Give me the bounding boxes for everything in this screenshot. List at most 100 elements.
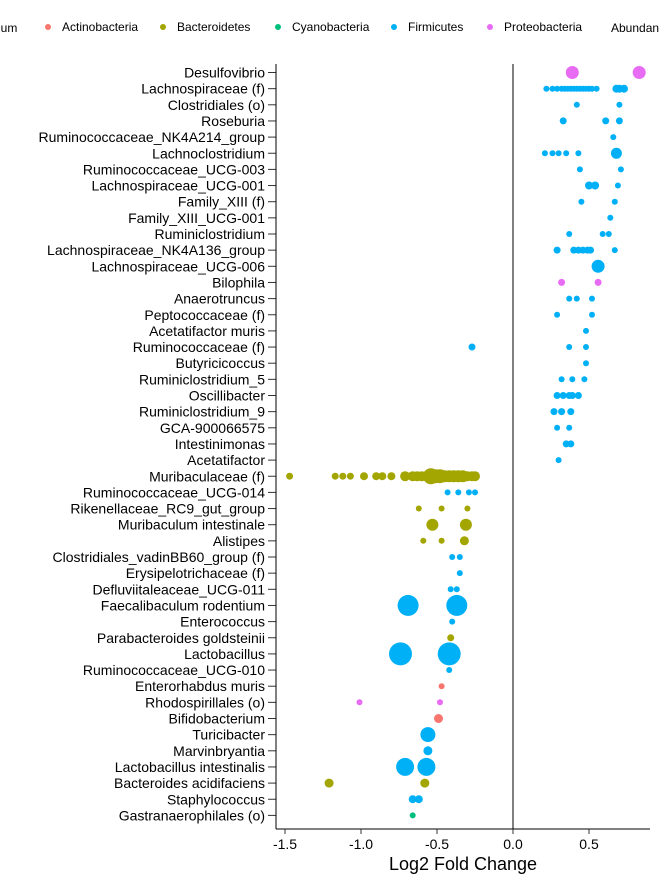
data-point xyxy=(602,117,610,125)
y-tick-label: Ruminococcaceae_NK4A214_group xyxy=(39,129,266,145)
data-point xyxy=(611,198,618,205)
legend-label: Proteobacteria xyxy=(504,20,582,34)
y-tick-label: Rikenellaceae_RC9_gut_group xyxy=(70,501,265,517)
y-tick-label: Lachnospiraceae_UCG-006 xyxy=(91,258,265,274)
y-tick-label: Alistipes xyxy=(213,533,265,549)
legend-swatch xyxy=(391,24,397,30)
data-point xyxy=(543,85,550,92)
data-point xyxy=(456,570,463,577)
data-point xyxy=(605,231,612,237)
data-point xyxy=(563,150,570,157)
data-point xyxy=(591,181,600,190)
legend-label: Cyanobacteria xyxy=(292,20,370,34)
data-point xyxy=(554,311,561,318)
x-axis-title: Log2 Fold Change xyxy=(389,854,537,874)
y-tick-label: Ruminococcaceae_UCG-014 xyxy=(83,484,265,500)
data-point xyxy=(559,392,567,399)
data-point xyxy=(459,518,472,531)
data-point xyxy=(559,117,567,125)
data-point xyxy=(470,471,480,482)
legend: ylum Actinobacteria Bacteroidetes Cyanobact… xyxy=(0,20,659,35)
x-tick-label: 0.0 xyxy=(503,836,523,852)
data-point xyxy=(447,586,454,593)
y-tick-label: Family_XIII (f) xyxy=(178,194,265,210)
y-tick-label: Lachnospiraceae (f) xyxy=(141,81,265,97)
data-point xyxy=(567,408,575,416)
data-point xyxy=(553,392,561,399)
y-tick-label: Intestinimonas xyxy=(175,436,265,452)
data-point xyxy=(554,424,561,431)
legend-label: Bacteroidetes xyxy=(177,20,250,34)
data-point xyxy=(414,795,423,804)
y-tick-label: Faecalibaculum rodentium xyxy=(101,597,265,613)
data-point xyxy=(566,231,573,237)
data-point xyxy=(331,472,339,480)
x-tick-label: -1.0 xyxy=(349,836,373,852)
data-point xyxy=(573,101,580,108)
y-tick-label: Muribaculum intestinale xyxy=(118,517,265,533)
data-point xyxy=(453,586,460,593)
data-point xyxy=(378,472,387,481)
y-tick-label: Family_XIII_UCG-001 xyxy=(128,210,265,226)
data-point xyxy=(578,198,585,205)
y-tick-label: Acetatifactor xyxy=(187,452,265,468)
x-tick-label: 0.5 xyxy=(579,836,599,852)
legend-entry-cyanobacteria: Cyanobacteria xyxy=(275,20,370,34)
y-tick-label: Rhodospirillales (o) xyxy=(145,694,265,710)
data-point xyxy=(449,554,456,560)
y-tick-label: Defluviitaleaceae_UCG-011 xyxy=(93,581,266,597)
y-tick-label: Ruminococcaceae (f) xyxy=(133,339,265,355)
legend-swatch xyxy=(275,24,281,30)
data-point xyxy=(472,489,478,496)
data-point xyxy=(565,66,579,79)
y-tick-label: Staphylococcus xyxy=(167,791,265,807)
legend-entry-firmicutes: Firmicutes xyxy=(391,20,463,34)
data-point xyxy=(455,489,462,496)
data-point xyxy=(566,424,573,431)
data-point xyxy=(614,182,621,189)
y-tick-label: Roseburia xyxy=(201,113,265,129)
data-point xyxy=(573,295,580,302)
legend-label: Firmicutes xyxy=(408,20,463,34)
y-tick-label: Clostridiales_vadinBB60_group (f) xyxy=(53,549,265,565)
y-tick-label: GCA-900066575 xyxy=(160,420,265,436)
data-point xyxy=(583,327,589,334)
data-point xyxy=(423,746,433,756)
data-point xyxy=(568,392,576,399)
data-point xyxy=(417,757,436,776)
data-point xyxy=(444,489,451,496)
data-point xyxy=(558,278,566,286)
data-point xyxy=(415,505,422,512)
data-point xyxy=(567,440,575,448)
y-tick-label: Butyricicoccus xyxy=(176,355,265,371)
y-tick-label: Anaerotruncus xyxy=(174,291,265,307)
y-tick-label: Ruminiclostridium_5 xyxy=(139,371,265,387)
data-point xyxy=(549,150,556,157)
data-point xyxy=(397,594,419,616)
data-point xyxy=(615,117,623,125)
data-point xyxy=(555,457,562,464)
data-point xyxy=(446,594,468,616)
data-point xyxy=(558,376,565,383)
y-tick-label: Muribaculaceae (f) xyxy=(149,468,265,484)
plot-area xyxy=(275,64,646,829)
x-tick-label: -1.5 xyxy=(273,836,297,852)
legend-swatch xyxy=(45,24,51,30)
data-point xyxy=(360,472,368,481)
data-point xyxy=(581,376,588,383)
y-tick-label: Erysipelotrichaceae (f) xyxy=(126,565,265,581)
data-point xyxy=(617,166,624,173)
data-point xyxy=(583,360,589,367)
x-tick-label: -0.5 xyxy=(425,836,449,852)
y-tick-label: Bacteroides acidifaciens xyxy=(114,775,265,791)
data-point xyxy=(589,295,595,302)
data-point xyxy=(387,472,396,481)
data-point xyxy=(449,618,456,625)
y-tick-label: Ruminiclostridium xyxy=(155,226,265,242)
legend-size-title: Abundan xyxy=(611,21,659,35)
y-tick-label: Lactobacillus xyxy=(184,646,265,662)
data-point xyxy=(339,472,347,480)
data-point xyxy=(610,134,617,141)
